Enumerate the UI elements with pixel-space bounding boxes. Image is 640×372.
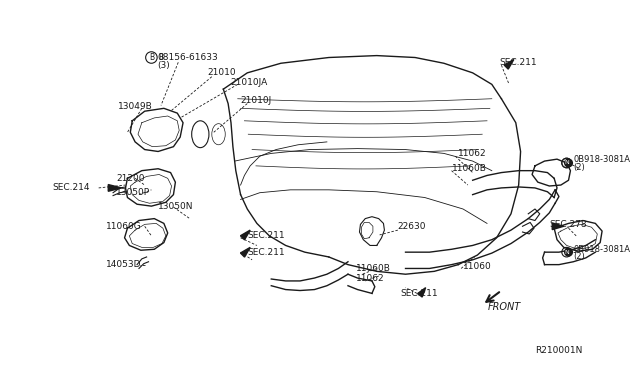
Polygon shape [108,185,122,191]
Text: 21010: 21010 [207,68,236,77]
Polygon shape [241,230,250,240]
Text: 0B918-3081A: 0B918-3081A [573,245,630,254]
Text: FRONT: FRONT [488,302,521,312]
Text: 13050N: 13050N [158,202,194,211]
Polygon shape [504,60,514,69]
Polygon shape [552,223,564,230]
Text: SEC.211: SEC.211 [499,58,537,67]
Text: SEC.211: SEC.211 [247,231,285,240]
Text: 08156-61633: 08156-61633 [157,53,218,62]
Polygon shape [241,247,250,257]
Text: 11060B: 11060B [356,264,390,273]
Text: R210001N: R210001N [535,346,582,355]
Text: 13049B: 13049B [118,102,152,111]
Text: B: B [149,53,154,62]
Text: 11062: 11062 [356,273,384,283]
Text: (2): (2) [573,163,585,172]
Text: SEC.211: SEC.211 [247,248,285,257]
Text: N: N [564,160,569,166]
Polygon shape [417,288,426,297]
Text: 11060G: 11060G [106,222,142,231]
Text: 0B918-3081A: 0B918-3081A [573,155,630,164]
Text: 11062: 11062 [458,149,487,158]
Text: 21010JA: 21010JA [230,78,268,87]
Circle shape [564,159,572,167]
Text: 11060: 11060 [463,262,492,271]
Text: B: B [158,53,163,62]
Text: (2): (2) [573,253,585,262]
Text: SEC.214: SEC.214 [52,183,90,192]
Text: 22630: 22630 [398,222,426,231]
Text: 21200: 21200 [116,174,145,183]
Text: N: N [564,250,569,255]
Text: SEC.211: SEC.211 [401,289,438,298]
Text: 11060B: 11060B [452,164,486,173]
Circle shape [564,248,572,256]
Text: SEC.278: SEC.278 [549,220,587,229]
Text: 13050P: 13050P [116,188,150,197]
Text: 21010J: 21010J [241,96,272,105]
Text: 14053D: 14053D [106,260,142,269]
Text: (3): (3) [157,61,170,70]
